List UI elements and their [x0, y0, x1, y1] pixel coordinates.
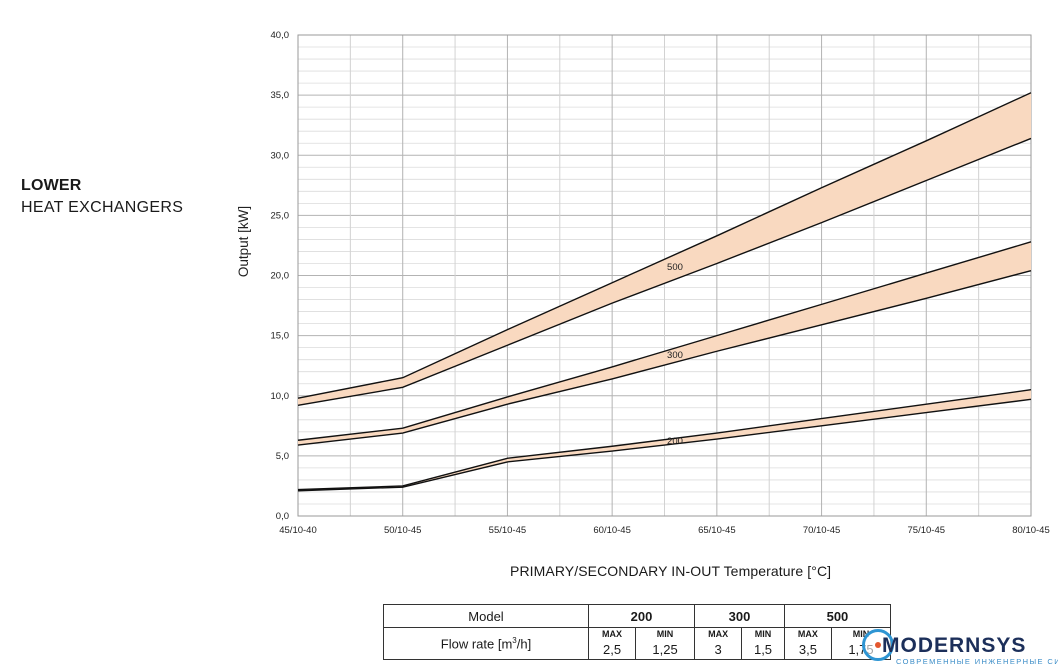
model-500-max-value: 3,5	[783, 640, 832, 660]
model-200-min-header: MIN	[635, 627, 696, 640]
x-tick-label: 50/10-45	[384, 525, 422, 536]
side-title-line2: HEAT EXCHANGERS	[21, 199, 184, 216]
y-tick-label: 25,0	[271, 210, 290, 221]
x-tick-label: 65/10-45	[698, 525, 736, 536]
series-label-500: 500	[667, 262, 683, 273]
series-label-200: 200	[667, 436, 683, 447]
plot-frame	[297, 34, 1032, 517]
x-tick-label: 75/10-45	[908, 525, 946, 536]
y-tick-label: 40,0	[271, 30, 290, 41]
line-300-min	[297, 270, 1032, 446]
y-tick-label: 10,0	[271, 391, 290, 402]
model-300-min-header: MIN	[741, 627, 785, 640]
output-chart: 0,0 5,0 10,0 15,0 20,0 25,0 30,0 35,0 40,0 45/10-…	[236, 30, 1050, 536]
model-200-header: 200	[587, 604, 696, 628]
y-tick-label: 5,0	[276, 451, 289, 462]
flow-rate-table: Model 200 300 500 Flow rate [m3/h] MAX M…	[383, 604, 892, 660]
x-axis-label: PRIMARY/SECONDARY IN-OUT Temperature [°C…	[510, 563, 832, 579]
line-200-min	[297, 398, 1032, 492]
model-200-min-value: 1,25	[635, 640, 696, 660]
x-tick-label: 55/10-45	[489, 525, 527, 536]
x-tick-label: 60/10-45	[593, 525, 631, 536]
y-tick-label: 15,0	[271, 331, 290, 342]
logo-ring-icon	[862, 629, 894, 661]
x-tick-label: 45/10-40	[279, 525, 317, 536]
logo-wordmark: MODERNSYS	[882, 634, 1027, 657]
series-label-300: 300	[667, 350, 683, 361]
flow-rate-label: Flow rate [m3/h]	[383, 627, 589, 660]
model-header: Model	[383, 604, 589, 628]
model-300-min-value: 1,5	[741, 640, 785, 660]
line-200-max	[297, 389, 1032, 491]
line-500-max	[297, 92, 1032, 399]
line-300-max	[297, 241, 1032, 441]
x-tick-label: 70/10-45	[803, 525, 841, 536]
model-300-header: 300	[694, 604, 785, 628]
model-200-max-header: MAX	[587, 627, 637, 640]
model-200-max-value: 2,5	[587, 640, 637, 660]
x-tick-label: 80/10-45	[1012, 525, 1050, 536]
logo-tagline: СОВРЕМЕННЫЕ ИНЖЕНЕРНЫЕ СИСТЕМЫ	[896, 657, 1058, 666]
y-tick-label: 0,0	[276, 511, 289, 522]
y-tick-label: 20,0	[271, 271, 290, 282]
y-tick-label: 35,0	[271, 90, 290, 101]
y-tick-label: 30,0	[271, 150, 290, 161]
model-300-max-value: 3	[694, 640, 743, 660]
model-300-max-header: MAX	[694, 627, 743, 640]
model-500-max-header: MAX	[783, 627, 832, 640]
modernsys-logo: MODERNSYS СОВРЕМЕННЫЕ ИНЖЕНЕРНЫЕ СИСТЕМЫ	[860, 626, 1058, 669]
side-title-line1: LOWER	[21, 177, 82, 194]
side-title: LOWER HEAT EXCHANGERS	[21, 175, 183, 219]
line-500-min	[297, 137, 1032, 407]
y-axis-label: Output [kW]	[236, 206, 251, 277]
model-500-header: 500	[783, 604, 892, 628]
